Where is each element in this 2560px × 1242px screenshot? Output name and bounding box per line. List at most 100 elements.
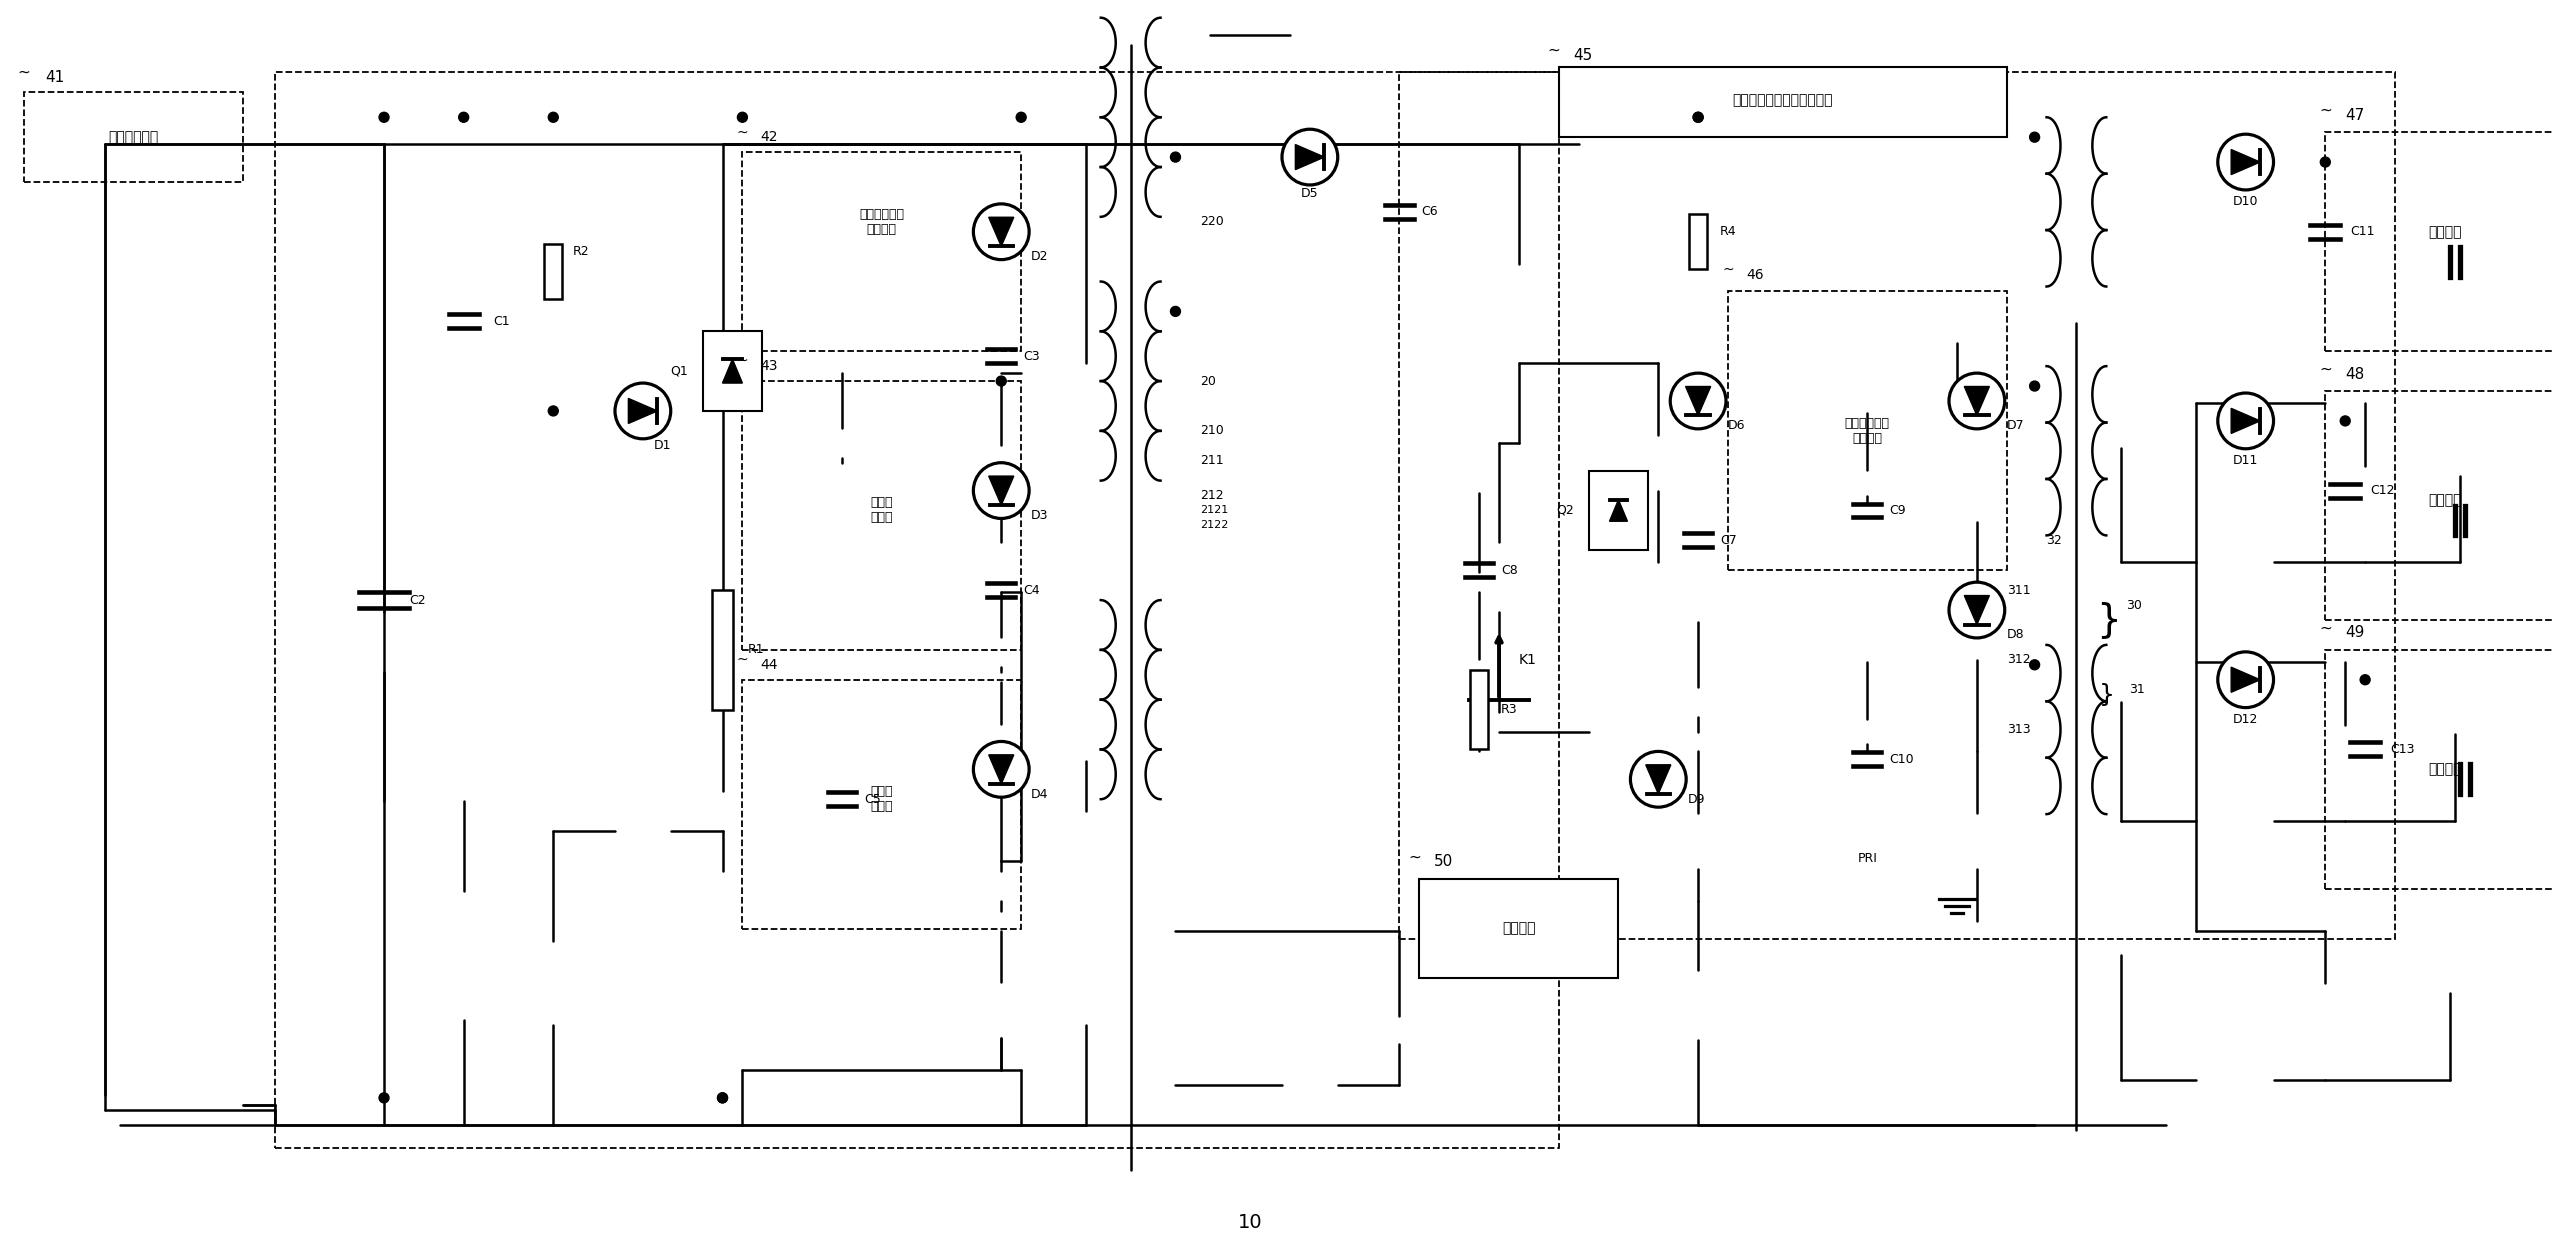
Text: R3: R3 [1500, 703, 1518, 717]
Polygon shape [627, 399, 658, 424]
Text: 外部电源: 外部电源 [1503, 922, 1536, 935]
Bar [712, 590, 735, 709]
Circle shape [2319, 156, 2330, 166]
Text: 50: 50 [1434, 854, 1454, 869]
Circle shape [717, 1093, 727, 1103]
Text: R4: R4 [1720, 225, 1736, 238]
Text: }: } [2097, 601, 2122, 638]
Text: 一级反激电路
控制单元: 一级反激电路 控制单元 [860, 207, 904, 236]
Text: 整流单元母线: 整流单元母线 [108, 130, 159, 144]
Text: ~: ~ [2319, 103, 2332, 118]
Circle shape [2360, 674, 2371, 684]
Text: D10: D10 [2232, 195, 2258, 209]
Text: C5: C5 [863, 792, 881, 806]
Text: C1: C1 [494, 314, 509, 328]
Bar [2324, 132, 2560, 351]
Text: ~: ~ [1408, 850, 1421, 864]
Circle shape [1170, 152, 1180, 161]
Circle shape [717, 1093, 727, 1103]
Text: D8: D8 [2007, 628, 2025, 641]
Text: 缓启制
动单元: 缓启制 动单元 [870, 785, 893, 814]
Text: 45: 45 [1574, 48, 1592, 63]
Text: 49: 49 [2345, 626, 2365, 641]
Text: C13: C13 [2391, 743, 2414, 756]
Circle shape [973, 741, 1029, 797]
Text: ~: ~ [18, 65, 31, 79]
Bar [701, 332, 763, 411]
Text: C7: C7 [1720, 534, 1736, 546]
Circle shape [973, 204, 1029, 260]
Circle shape [2217, 652, 2273, 708]
Text: PRI: PRI [1859, 852, 1876, 866]
Circle shape [2340, 416, 2350, 426]
Circle shape [973, 463, 1029, 518]
Circle shape [737, 112, 748, 122]
Bar [1469, 669, 1487, 749]
Circle shape [548, 112, 558, 122]
Bar [742, 152, 1021, 351]
Bar [1590, 471, 1649, 550]
Text: D9: D9 [1687, 792, 1705, 806]
Text: Q1: Q1 [671, 365, 689, 378]
Circle shape [2217, 134, 2273, 190]
Text: 44: 44 [760, 658, 778, 672]
Text: D11: D11 [2232, 455, 2258, 467]
Text: 211: 211 [1201, 455, 1224, 467]
Text: R2: R2 [573, 245, 589, 258]
Text: 212: 212 [1201, 489, 1224, 502]
Text: 20: 20 [1201, 375, 1216, 388]
Polygon shape [1684, 386, 1710, 416]
Bar [23, 92, 243, 183]
Bar [274, 72, 1559, 1148]
Text: C2: C2 [410, 594, 425, 606]
Circle shape [1631, 751, 1687, 807]
Bar [1400, 72, 2396, 939]
Bar [1559, 67, 2007, 137]
Text: C10: C10 [1889, 753, 1915, 766]
Polygon shape [722, 359, 742, 383]
Text: ~: ~ [2319, 361, 2332, 376]
Text: 整流单元: 整流单元 [2427, 225, 2463, 238]
Text: 42: 42 [760, 130, 778, 144]
Text: 32: 32 [2045, 534, 2063, 546]
Text: 47: 47 [2345, 108, 2365, 123]
Text: 扩展电路: 扩展电路 [2427, 493, 2463, 508]
Polygon shape [2232, 667, 2260, 692]
Circle shape [1283, 129, 1339, 185]
Circle shape [1016, 112, 1027, 122]
Text: C12: C12 [2371, 484, 2394, 497]
Text: 43: 43 [760, 359, 778, 373]
Text: C3: C3 [1024, 350, 1039, 363]
Text: 313: 313 [2007, 723, 2030, 737]
Polygon shape [2232, 409, 2260, 433]
Circle shape [2030, 132, 2040, 142]
Polygon shape [2232, 149, 2260, 175]
Text: D6: D6 [1728, 420, 1746, 432]
Text: 2122: 2122 [1201, 520, 1229, 530]
Text: ~: ~ [737, 354, 748, 368]
Circle shape [1170, 307, 1180, 317]
Bar [1690, 215, 1708, 270]
Text: D5: D5 [1300, 188, 1318, 200]
Circle shape [548, 406, 558, 416]
Text: 30: 30 [2127, 599, 2143, 611]
Text: Q2: Q2 [1556, 504, 1574, 517]
Polygon shape [988, 755, 1014, 784]
Bar [1418, 879, 1618, 979]
Bar [2324, 650, 2560, 889]
Polygon shape [1964, 386, 1989, 416]
Text: 41: 41 [46, 70, 64, 84]
Text: C4: C4 [1024, 584, 1039, 596]
Text: 312: 312 [2007, 653, 2030, 666]
Text: 210: 210 [1201, 425, 1224, 437]
Text: K1: K1 [1518, 653, 1536, 667]
Bar [545, 245, 563, 299]
Circle shape [996, 376, 1006, 386]
Text: ~: ~ [737, 125, 748, 139]
Polygon shape [1610, 499, 1628, 522]
Text: ~: ~ [1723, 262, 1733, 277]
Circle shape [2217, 392, 2273, 448]
Circle shape [2030, 381, 2040, 391]
Circle shape [1669, 373, 1725, 428]
Polygon shape [1646, 765, 1672, 794]
